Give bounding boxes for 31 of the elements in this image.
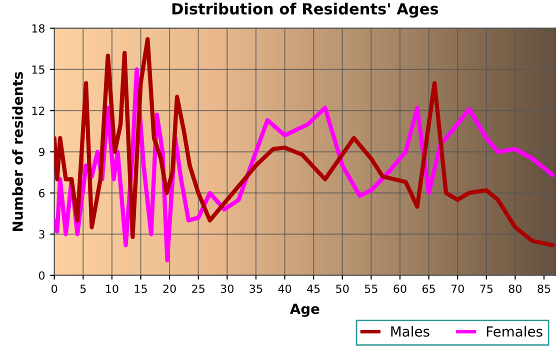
y-axis-title: Number of residents <box>12 72 23 231</box>
legend-label: Males <box>391 326 430 337</box>
chart-title: Distribution of Residents' Ages <box>172 2 438 18</box>
y-tick-label: 18 <box>32 24 45 33</box>
x-tick-label: 20 <box>163 284 176 293</box>
y-tick-label: 12 <box>32 106 44 115</box>
legend-label: Females <box>486 326 542 337</box>
x-axis-title: Age <box>290 304 320 317</box>
x-tick-label: 15 <box>134 284 147 293</box>
x-tick-label: 50 <box>336 284 349 293</box>
y-tick-label: 9 <box>38 148 45 156</box>
y-tick-label: 3 <box>39 230 44 239</box>
x-tick-label: 45 <box>307 284 320 293</box>
x-tick-label: 80 <box>508 284 522 293</box>
x-tick-label: 70 <box>451 284 464 293</box>
x-tick-label: 0 <box>52 284 58 293</box>
x-tick-label: 25 <box>192 284 204 293</box>
x-tick-label: 5 <box>80 284 86 293</box>
x-tick-label: 35 <box>250 284 262 293</box>
x-tick-label: 60 <box>394 284 406 293</box>
x-tick-label: 75 <box>480 284 492 293</box>
x-tick-label: 30 <box>220 284 234 293</box>
x-tick-label: 55 <box>364 284 378 293</box>
y-tick-label: 15 <box>32 66 44 74</box>
x-tick-label: 85 <box>538 284 550 293</box>
line-series <box>54 37 555 248</box>
y-tick-label: 6 <box>39 188 45 198</box>
x-tick-label: 40 <box>278 284 292 293</box>
x-tick-label: 10 <box>106 284 118 293</box>
x-tick-label: 65 <box>422 284 435 293</box>
y-tick-label: 0 <box>38 271 45 280</box>
